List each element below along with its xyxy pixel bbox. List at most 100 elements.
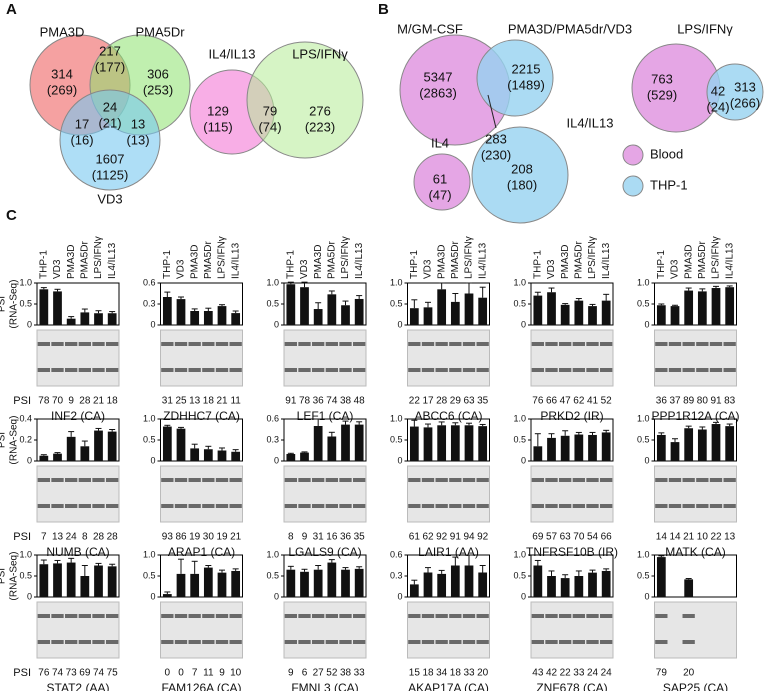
gel-band <box>545 504 558 508</box>
bar <box>231 570 241 597</box>
y-tick-label: 0.3 <box>266 434 279 444</box>
gel-band <box>476 504 489 508</box>
y-tick-label: 1.0 <box>513 413 526 423</box>
bar <box>725 287 735 325</box>
gel-band <box>723 368 736 372</box>
gel-band <box>37 504 50 508</box>
psi-value: 28 <box>93 532 105 543</box>
condition-label: PMA3D <box>560 245 571 279</box>
gel-band <box>339 368 352 372</box>
bar <box>670 306 680 325</box>
y-tick-label: 0.6 <box>390 549 403 559</box>
psi-value: 21 <box>93 396 105 407</box>
gel-band <box>92 640 105 644</box>
psi-value: 16 <box>326 532 338 543</box>
psi-value: 14 <box>656 532 668 543</box>
bar <box>354 568 364 597</box>
psi-value: 18 <box>107 396 119 407</box>
gel-band <box>78 342 91 346</box>
gel-band <box>202 640 215 644</box>
psi-value: 9 <box>219 668 225 679</box>
gel-band <box>600 368 613 372</box>
gel-image <box>160 329 243 387</box>
psi-value: 30 <box>203 532 215 543</box>
plot-frame <box>283 418 367 462</box>
gel-band <box>174 504 188 508</box>
y-tick-label: 0.5 <box>513 298 526 308</box>
condition-label: PMA3D <box>66 245 77 279</box>
psi-value: 9 <box>68 396 74 407</box>
gel-band <box>559 614 572 618</box>
psi-value: 69 <box>532 532 544 543</box>
gel-band <box>408 478 421 482</box>
psi-value: 57 <box>546 532 558 543</box>
bar <box>560 578 570 597</box>
gel-band <box>545 478 558 482</box>
gel-band <box>545 640 558 644</box>
condition-label: IL4/IL13 <box>601 242 612 279</box>
psi-value: 22 <box>710 532 722 543</box>
y-tick-label: 0.5 <box>266 570 279 580</box>
bar <box>107 566 117 597</box>
region-count: (47) <box>428 187 451 202</box>
gel-band <box>215 614 229 618</box>
y-tick-label: 0 <box>150 455 155 465</box>
gene-title: SAP25 (CA) <box>663 681 728 691</box>
bar <box>231 451 241 461</box>
condition-label: IL4/IL13 <box>354 242 365 279</box>
gel-band <box>408 368 421 372</box>
bar <box>574 576 584 597</box>
gel-band <box>161 368 174 372</box>
y-axis-label: (RNA-Seq) <box>9 552 20 601</box>
gel-band <box>51 640 64 644</box>
bar <box>203 567 213 597</box>
bar <box>313 569 323 597</box>
gel-band <box>106 342 119 346</box>
condition-label: THP-1 <box>409 250 420 279</box>
condition-label: THP-1 <box>656 250 667 279</box>
venn-circle <box>471 126 569 224</box>
gene-title: PPP1R12A (CA) <box>651 409 739 423</box>
gel-band <box>229 504 242 508</box>
region-count: (24) <box>706 99 729 114</box>
condition-label: PMA3D <box>313 245 324 279</box>
gel-band <box>545 368 558 372</box>
psi-value: 80 <box>697 396 709 407</box>
gel-band <box>161 504 174 508</box>
psi-value: 35 <box>354 532 366 543</box>
legend-label: THP-1 <box>650 177 688 192</box>
gel-band <box>188 478 201 482</box>
region-count: (266) <box>730 95 760 110</box>
psi-value: 70 <box>52 396 64 407</box>
gene-title: MATK (CA) <box>665 545 725 559</box>
gel-band <box>325 478 338 482</box>
y-axis-label: PSI <box>0 568 8 584</box>
region-count: (177) <box>95 59 125 74</box>
psi-value: 18 <box>203 396 215 407</box>
psi-value: 21 <box>683 532 695 543</box>
plot-frame <box>160 554 243 598</box>
gel-band <box>572 504 585 508</box>
bar <box>176 299 186 325</box>
y-tick-label: 0.5 <box>19 570 32 580</box>
psi-value: 24 <box>587 668 599 679</box>
psi-value: 52 <box>326 668 338 679</box>
bar <box>533 446 543 461</box>
bar <box>656 434 666 461</box>
gel-band <box>586 614 599 618</box>
region-count: 13 <box>131 116 145 131</box>
gel-band <box>559 504 572 508</box>
bar <box>547 437 556 461</box>
y-axis-label: PSI <box>0 296 8 312</box>
gel-band <box>586 342 599 346</box>
y-tick-label: 0.6 <box>143 277 156 287</box>
bar <box>53 563 62 597</box>
psi-value: 29 <box>450 396 462 407</box>
bar <box>423 307 433 325</box>
gel-band <box>339 614 352 618</box>
gel-band <box>229 478 242 482</box>
gel-band <box>51 342 64 346</box>
gel-band <box>462 504 476 508</box>
gel-band <box>202 614 215 618</box>
gel-band <box>229 640 242 644</box>
